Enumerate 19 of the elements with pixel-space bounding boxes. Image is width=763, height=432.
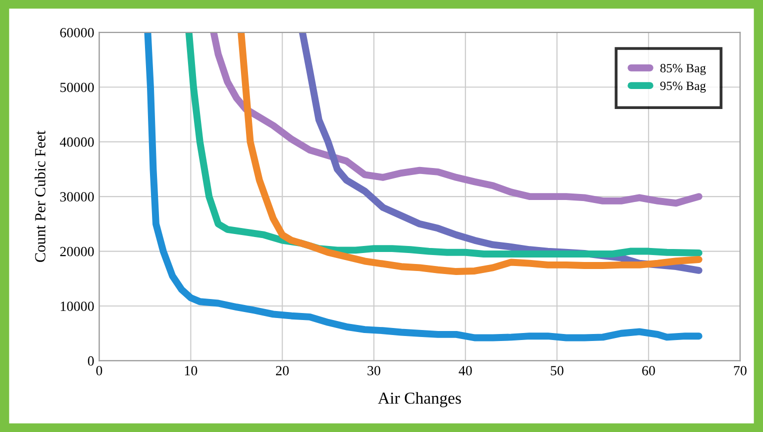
y-tick-label: 10000 <box>60 302 94 311</box>
y-tick-label: 20000 <box>60 246 94 256</box>
x-tick-label: 50 <box>550 366 564 376</box>
legend-label: 95% Bag <box>660 82 706 93</box>
x-tick-label: 70 <box>734 366 747 376</box>
x-tick-label: 10 <box>185 366 198 376</box>
x-axis-title: Air Changes <box>378 392 461 408</box>
x-tick-label: 40 <box>458 366 472 376</box>
y-tick-label: 30000 <box>60 192 94 202</box>
y-tick-label: 40000 <box>60 137 94 147</box>
x-tick-label: 30 <box>368 366 380 376</box>
legend-label: 85% Bag <box>660 64 706 75</box>
y-axis-title: Count Per Cubic Feet <box>34 130 46 262</box>
y-tick-label: 0 <box>88 356 94 366</box>
y-tick-label: 60000 <box>60 28 94 38</box>
x-tick-label: 0 <box>96 366 102 376</box>
x-tick-label: 60 <box>642 366 655 376</box>
x-tick-label: 20 <box>276 366 289 376</box>
y-tick-label: 50000 <box>60 82 94 92</box>
